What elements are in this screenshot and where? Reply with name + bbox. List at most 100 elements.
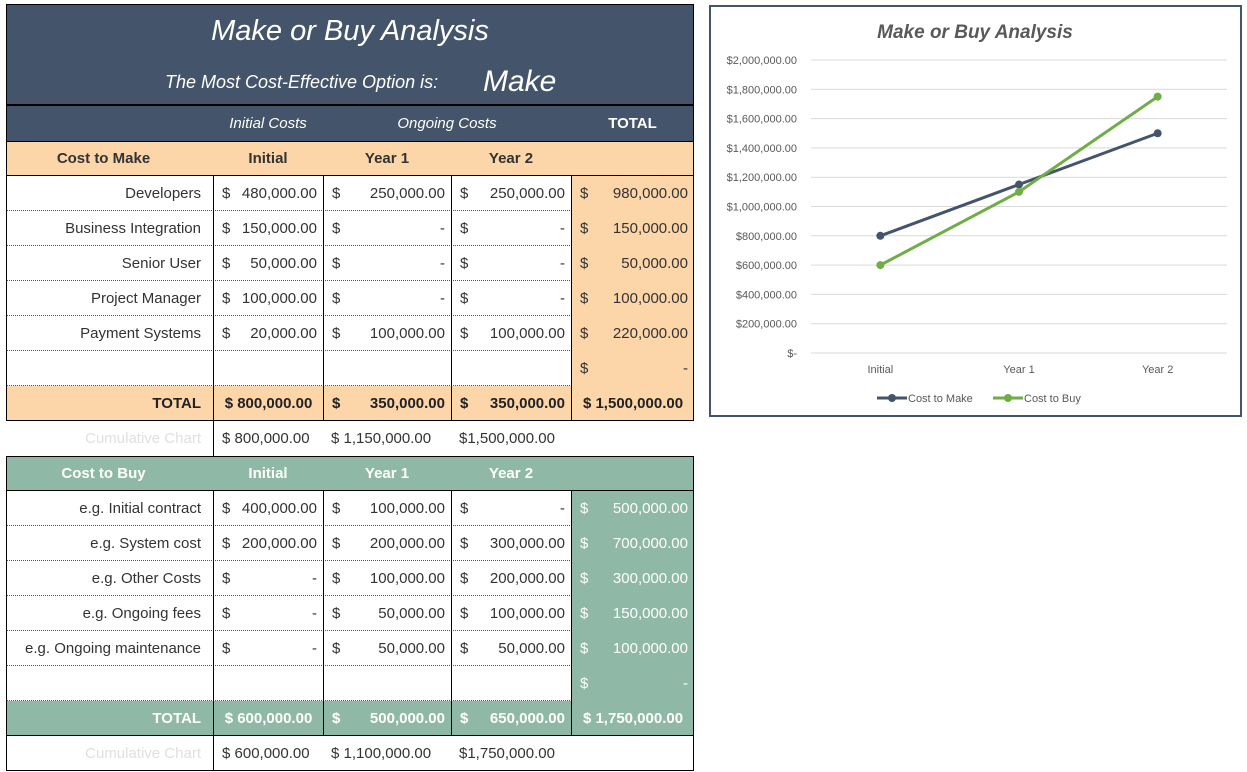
year1-cost-cell[interactable]: $100,000.00	[323, 561, 451, 596]
year2-cost-cell[interactable]: $ -	[451, 491, 571, 526]
currency-symbol: $	[460, 220, 469, 237]
initial-total-cell[interactable]: $ 800,000.00	[213, 386, 323, 421]
initial-cost-cell[interactable]: $20,000.00	[213, 316, 323, 351]
amount-value: 300,000.00	[489, 535, 565, 552]
y-tick-label: $1,000,000.00	[727, 202, 797, 214]
row-total-cell[interactable]: $50,000.00	[571, 246, 694, 281]
amount-value: 100,000.00	[612, 640, 688, 657]
y-tick-label: $1,400,000.00	[727, 143, 797, 155]
make-header-1: Initial	[248, 150, 288, 167]
row-label: e.g. Ongoing fees	[82, 605, 201, 622]
amount-value: 100,000.00	[489, 605, 565, 622]
currency-symbol: $	[580, 255, 589, 272]
initial-cost-cell[interactable]	[213, 351, 323, 386]
currency-symbol: $	[222, 500, 231, 517]
year2-total-cell[interactable]: $650,000.00	[451, 701, 571, 736]
currency-symbol: $	[332, 605, 341, 622]
initial-cost-cell[interactable]: $ -	[213, 561, 323, 596]
amount-value: 100,000.00	[489, 325, 565, 342]
year1-cost-cell[interactable]: $250,000.00	[323, 176, 451, 211]
initial-cost-cell[interactable]: $400,000.00	[213, 491, 323, 526]
currency-symbol: $	[222, 255, 231, 272]
initial-cost-cell[interactable]: $ -	[213, 631, 323, 666]
initial-cost-cell[interactable]	[213, 666, 323, 701]
data-point	[1153, 92, 1162, 101]
initial-cost-cell[interactable]: $200,000.00	[213, 526, 323, 561]
year1-cost-cell[interactable]: $50,000.00	[323, 596, 451, 631]
row-total-cell[interactable]: $220,000.00	[571, 316, 694, 351]
year1-cost-cell[interactable]: $100,000.00	[323, 316, 451, 351]
currency-symbol: $	[332, 535, 341, 552]
currency-symbol: $	[222, 640, 231, 657]
initial-cost-cell[interactable]: $150,000.00	[213, 211, 323, 246]
row-total-cell[interactable]: $300,000.00	[571, 561, 694, 596]
year2-cost-cell[interactable]: $300,000.00	[451, 526, 571, 561]
make-row: Business Integration $150,000.00 $ - $ - $150,…	[6, 211, 694, 246]
initial-cost-cell[interactable]: $100,000.00	[213, 281, 323, 316]
row-total-cell[interactable]: $700,000.00	[571, 526, 694, 561]
data-point	[1015, 187, 1023, 196]
row-label: Developers	[125, 185, 201, 202]
year2-cost-cell[interactable]	[451, 666, 571, 701]
row-total-cell[interactable]: $100,000.00	[571, 281, 694, 316]
grand-total-cell[interactable]: $ 1,500,000.00	[571, 386, 694, 421]
currency-symbol: $	[580, 605, 589, 622]
initial-cost-cell[interactable]: $480,000.00	[213, 176, 323, 211]
row-total-cell[interactable]: $100,000.00	[571, 631, 694, 666]
year1-cost-cell[interactable]: $ -	[323, 281, 451, 316]
year1-cost-cell[interactable]	[323, 666, 451, 701]
initial-cost-cell[interactable]: $50,000.00	[213, 246, 323, 281]
y-tick-label: $1,200,000.00	[727, 172, 797, 184]
row-total-cell[interactable]: $ -	[571, 351, 694, 386]
row-total-cell[interactable]: $500,000.00	[571, 491, 694, 526]
initial-cost-cell[interactable]: $ -	[213, 596, 323, 631]
amount-value: 200,000.00	[369, 535, 445, 552]
year1-cost-cell[interactable]: $200,000.00	[323, 526, 451, 561]
currency-symbol: $	[580, 500, 589, 517]
amount-value: 200,000.00	[489, 570, 565, 587]
grand-total-cell[interactable]: $ 1,750,000.00	[571, 701, 694, 736]
year2-cost-cell[interactable]: $ -	[451, 281, 571, 316]
currency-symbol: $	[332, 255, 341, 272]
x-tick-label: Year 1	[1003, 364, 1034, 376]
y-tick-label: $600,000.00	[736, 260, 797, 272]
initial-total-cell[interactable]: $ 600,000.00	[213, 701, 323, 736]
legend-marker	[888, 394, 896, 402]
year1-cost-cell[interactable]: $ -	[323, 246, 451, 281]
year2-cost-cell[interactable]: $50,000.00	[451, 631, 571, 666]
currency-symbol: $	[580, 360, 589, 377]
year1-cost-cell[interactable]	[323, 351, 451, 386]
year2-cost-cell[interactable]: $100,000.00	[451, 316, 571, 351]
row-total-cell[interactable]: $150,000.00	[571, 596, 694, 631]
amount-value: -	[312, 640, 317, 657]
year1-total-cell[interactable]: $350,000.00	[323, 386, 451, 421]
year2-cost-cell[interactable]	[451, 351, 571, 386]
year2-cost-cell[interactable]: $100,000.00	[451, 596, 571, 631]
year2-cost-cell[interactable]: $250,000.00	[451, 176, 571, 211]
buy-header-4	[571, 456, 694, 491]
row-total-cell[interactable]: $ -	[571, 666, 694, 701]
currency-symbol: $	[460, 710, 469, 727]
currency-symbol: $	[222, 535, 231, 552]
currency-symbol: $	[222, 290, 231, 307]
year2-cost-cell[interactable]: $ -	[451, 211, 571, 246]
line-chart: Make or Buy Analysis $- $200,000.00 $400,00…	[727, 22, 1227, 405]
chart-title: Make or Buy Analysis	[877, 22, 1073, 43]
currency-symbol: $	[222, 185, 231, 202]
year1-cost-cell[interactable]: $ -	[323, 211, 451, 246]
amount-value: 980,000.00	[612, 185, 688, 202]
year1-total-cell[interactable]: $500,000.00	[323, 701, 451, 736]
row-total-cell[interactable]: $980,000.00	[571, 176, 694, 211]
make-or-buy-chart[interactable]: Make or Buy Analysis $- $200,000.00 $400,00…	[709, 5, 1242, 417]
y-tick-label: $200,000.00	[736, 319, 797, 331]
column-group-header: Initial Costs Ongoing Costs TOTAL	[6, 106, 694, 141]
year1-cost-cell[interactable]: $50,000.00	[323, 631, 451, 666]
cost-effective-result[interactable]: Make	[483, 65, 557, 98]
year2-cost-cell[interactable]: $200,000.00	[451, 561, 571, 596]
row-total-cell[interactable]: $150,000.00	[571, 211, 694, 246]
ongoing-costs-header: Ongoing Costs	[397, 115, 497, 132]
year2-cost-cell[interactable]: $ -	[451, 246, 571, 281]
currency-symbol: $	[332, 500, 341, 517]
year2-total-cell[interactable]: $350,000.00	[451, 386, 571, 421]
year1-cost-cell[interactable]: $100,000.00	[323, 491, 451, 526]
